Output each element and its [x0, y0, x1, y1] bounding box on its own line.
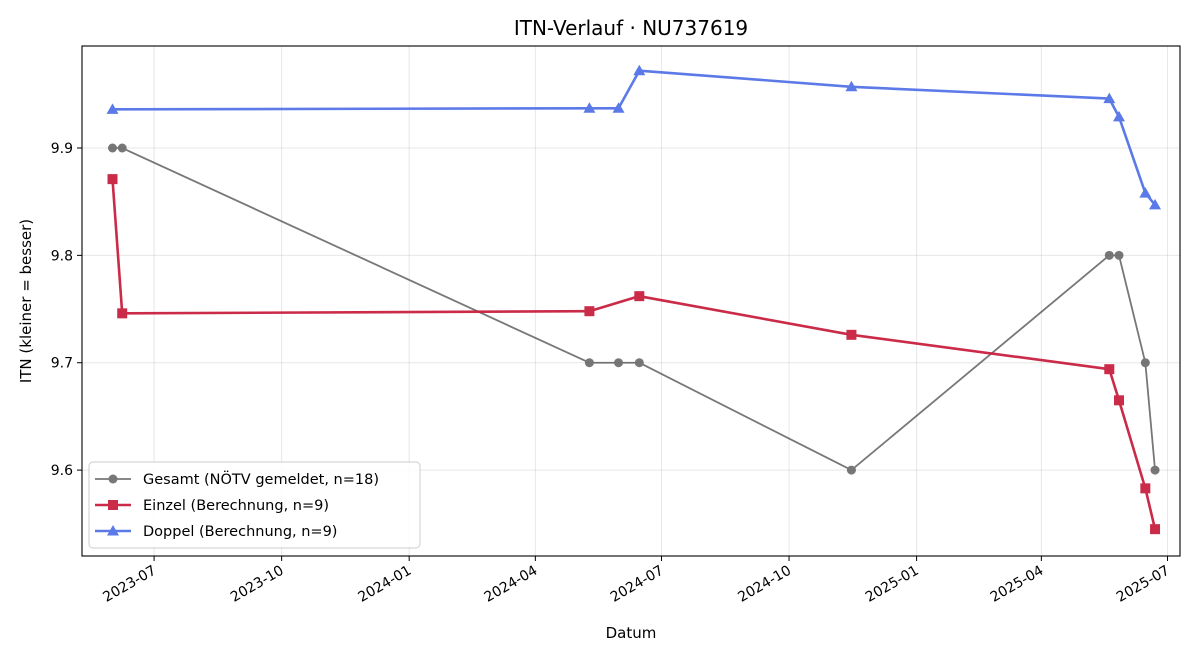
data-point: [1150, 465, 1160, 475]
data-point: [1113, 110, 1125, 122]
legend-item: [95, 525, 131, 536]
x-tick-label: 2024-01: [356, 563, 415, 606]
x-axis-title: Datum: [606, 624, 657, 642]
data-point: [107, 174, 118, 185]
y-tick-label: 9.7: [51, 356, 73, 372]
legend-item: [95, 500, 131, 510]
data-point: [1104, 250, 1114, 260]
data-point: [1114, 395, 1124, 406]
x-tick-label: 2025-01: [863, 563, 922, 606]
data-point: [1140, 358, 1150, 368]
y-tick-label: 9.9: [51, 141, 73, 157]
data-point: [1104, 364, 1115, 375]
data-point: [846, 465, 856, 475]
data-point: [1103, 92, 1116, 104]
data-point: [108, 143, 117, 153]
chart-title: ITN-Verlauf · NU737619: [514, 16, 748, 40]
legend-item: [95, 474, 131, 484]
data-point: [846, 329, 857, 340]
x-tick-label: 2024-10: [735, 563, 794, 606]
x-tick-label: 2023-07: [100, 563, 159, 606]
data-point: [634, 291, 645, 302]
x-tick-label: 2024-04: [482, 563, 541, 606]
legend-box: [88, 461, 421, 549]
data-point: [584, 358, 594, 368]
series-doppel: [106, 64, 1162, 210]
data-point: [633, 64, 646, 76]
legend-label: Gesamt (NÖTV gemeldet, n=18): [143, 470, 379, 488]
data-point: [612, 102, 625, 113]
x-axis: 2023-07 2023-10 2024-01 2024-04 2024-07 2024-…: [100, 556, 1173, 606]
plot-frame: [81, 45, 1181, 557]
y-tick-label: 9.8: [51, 248, 73, 264]
series-line: [112, 147, 1156, 472]
legend-marker: [108, 500, 118, 510]
data-point: [117, 143, 127, 153]
series-gesamt: [108, 143, 1160, 475]
x-tick-label: 2025-04: [988, 563, 1047, 606]
data-point: [583, 102, 596, 113]
data-point: [1114, 250, 1124, 260]
series-einzel: [107, 174, 1161, 535]
data-point: [614, 358, 624, 368]
legend: Gesamt (NÖTV gemeldet, n=18) Einzel (Bere…: [88, 461, 421, 549]
y-axis: 9.6 9.7 9.8 9.9: [51, 141, 82, 479]
x-tick-label: 2024-07: [608, 563, 667, 606]
data-point: [106, 103, 119, 114]
y-axis-title: ITN (kleiner = besser): [17, 219, 35, 383]
data-point: [584, 306, 595, 317]
data-point: [1140, 483, 1151, 494]
legend-marker: [107, 525, 119, 536]
series-layer: [106, 64, 1162, 535]
data-point: [1149, 198, 1162, 210]
x-tick-label: 2025-07: [1114, 563, 1173, 606]
legend-label: Doppel (Berechnung, n=9): [143, 524, 337, 540]
series-line: [112, 69, 1157, 206]
legend-marker: [108, 474, 118, 484]
data-point: [634, 358, 644, 368]
x-tick-label: 2023-10: [228, 563, 287, 606]
y-tick-label: 9.6: [51, 463, 73, 479]
data-point: [1150, 524, 1161, 535]
data-point: [1139, 187, 1152, 198]
data-point: [117, 308, 128, 319]
data-point: [845, 80, 858, 92]
legend-label: Einzel (Berechnung, n=9): [143, 498, 329, 514]
